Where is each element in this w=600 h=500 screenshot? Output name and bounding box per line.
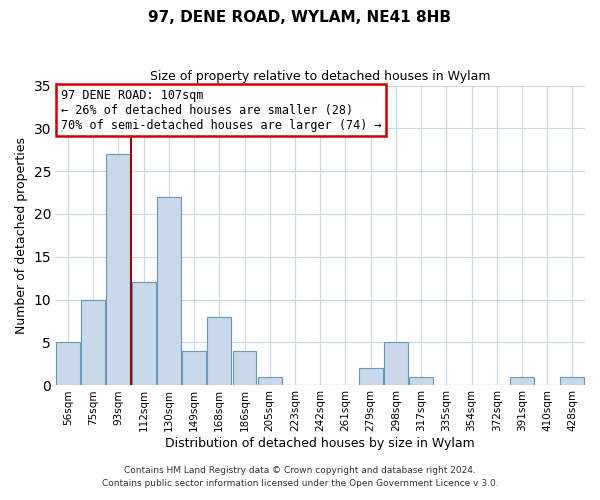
Text: 97 DENE ROAD: 107sqm
← 26% of detached houses are smaller (28)
70% of semi-detac: 97 DENE ROAD: 107sqm ← 26% of detached h… [61, 88, 381, 132]
Text: 97, DENE ROAD, WYLAM, NE41 8HB: 97, DENE ROAD, WYLAM, NE41 8HB [149, 10, 452, 25]
Text: Contains HM Land Registry data © Crown copyright and database right 2024.
Contai: Contains HM Land Registry data © Crown c… [101, 466, 499, 487]
Bar [182, 351, 206, 385]
Bar [131, 282, 155, 385]
Bar [56, 342, 80, 385]
Bar [409, 376, 433, 385]
Bar [81, 300, 105, 385]
Bar [560, 376, 584, 385]
Y-axis label: Number of detached properties: Number of detached properties [15, 137, 28, 334]
Bar [233, 351, 256, 385]
Bar [384, 342, 408, 385]
Bar [106, 154, 130, 385]
Bar [258, 376, 282, 385]
Bar [157, 197, 181, 385]
Bar [359, 368, 383, 385]
X-axis label: Distribution of detached houses by size in Wylam: Distribution of detached houses by size … [165, 437, 475, 450]
Bar [510, 376, 534, 385]
Bar [208, 316, 231, 385]
Title: Size of property relative to detached houses in Wylam: Size of property relative to detached ho… [150, 70, 490, 83]
